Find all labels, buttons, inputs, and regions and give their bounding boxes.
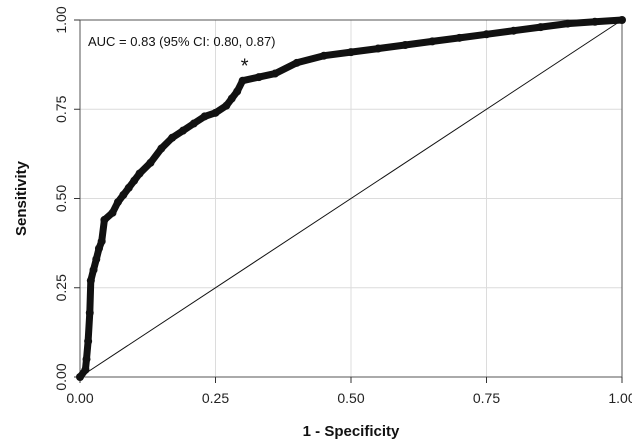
roc-curve-point <box>119 190 128 199</box>
roc-curve-point <box>374 44 383 53</box>
roc-curve-point <box>401 40 410 49</box>
roc-curve-point <box>135 169 144 178</box>
roc-curve-point <box>455 33 464 42</box>
auc-annotation: AUC = 0.83 (95% CI: 0.80, 0.87) <box>88 34 276 49</box>
roc-curve-point <box>482 30 491 39</box>
y-axis-title: Sensitivity <box>13 160 30 236</box>
y-tick-label: 0.50 <box>53 185 69 212</box>
roc-curve-point <box>233 87 242 96</box>
roc-curve-point <box>84 337 93 346</box>
roc-curve-point <box>94 244 103 253</box>
roc-curve-point <box>536 23 545 32</box>
roc-curve-point <box>146 158 155 167</box>
roc-curve-point <box>227 94 236 103</box>
roc-curve-point <box>86 276 95 285</box>
roc-curve-point <box>189 119 198 128</box>
roc-curve-point <box>178 126 187 135</box>
roc-curve-point <box>222 101 231 110</box>
roc-curve-point <box>157 144 166 153</box>
roc-curve-point <box>292 58 301 67</box>
reference-diagonal-line <box>79 19 623 378</box>
roc-curve-point <box>100 215 109 224</box>
y-tick-label: 0.75 <box>53 95 69 122</box>
roc-curve-point <box>85 308 94 317</box>
roc-curve-point <box>168 133 177 142</box>
tick-labels: 0.00 0.25 0.50 0.75 1.00 0.00 0.25 0.50 0.75 1.00 <box>53 6 632 406</box>
roc-curve-point <box>81 365 90 374</box>
x-tick-label: 0.50 <box>337 390 364 406</box>
roc-curve-point <box>254 73 263 82</box>
roc-curve-point <box>428 37 437 46</box>
x-tick-label: 0.75 <box>473 390 500 406</box>
roc-curve-point <box>130 176 139 185</box>
x-tick-label: 0.00 <box>66 390 93 406</box>
roc-curve-point <box>113 198 122 207</box>
x-tick-label: 1.00 <box>608 390 632 406</box>
roc-curve-point <box>271 69 280 78</box>
y-tick-label: 0.25 <box>53 274 69 301</box>
roc-curve-point <box>200 112 209 121</box>
roc-curve-point <box>319 51 328 60</box>
roc-curve-point <box>211 108 220 117</box>
chart-series <box>76 16 626 381</box>
y-tick-label: 0.00 <box>53 363 69 390</box>
roc-curve-point <box>108 208 117 217</box>
roc-curve-point <box>97 237 106 246</box>
y-tick-label: 1.00 <box>53 6 69 33</box>
roc-curve-point <box>347 48 355 57</box>
roc-curve-point <box>238 76 247 85</box>
roc-curve-point <box>509 26 518 35</box>
roc-curve-point <box>82 355 91 364</box>
x-axis-title: 1 - Specificity <box>303 423 400 440</box>
axes <box>74 19 623 383</box>
roc-curve-point <box>590 17 599 26</box>
x-tick-label: 0.25 <box>202 390 229 406</box>
optimal-cutoff-marker: * <box>241 56 249 78</box>
roc-curve-point <box>92 255 101 264</box>
roc-curve-point <box>124 183 133 192</box>
roc-curve-point <box>89 265 98 274</box>
roc-curve-point <box>563 19 572 28</box>
